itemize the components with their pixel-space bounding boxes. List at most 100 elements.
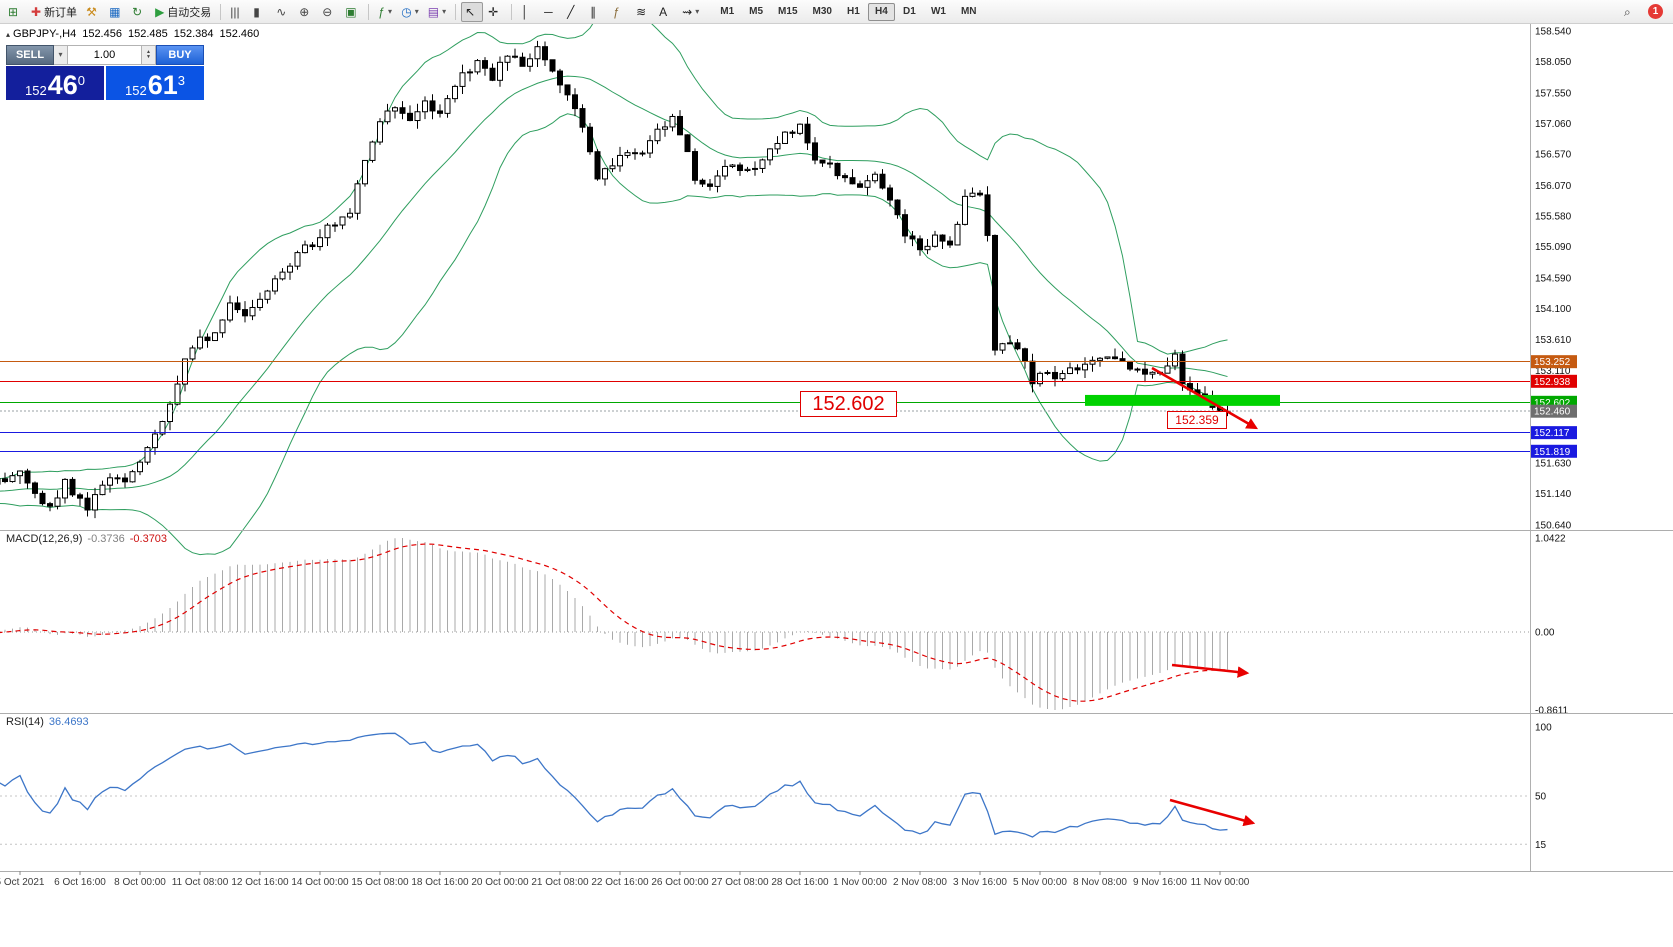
rsi-value: 36.4693 xyxy=(48,716,89,728)
refresh-button[interactable]: ↻ xyxy=(128,2,150,22)
auto-trading-button[interactable]: ▶ 自动交易 xyxy=(151,2,215,22)
new-chart-button[interactable]: ⊞ xyxy=(4,2,26,22)
price-axis[interactable]: 158.540 158.050 157.550 157.060 156.570 156.0… xyxy=(1530,24,1578,871)
svg-text:152.602: 152.602 xyxy=(1534,398,1571,409)
low-value: 152.384 xyxy=(173,28,214,40)
text-label-button[interactable]: A xyxy=(655,2,677,22)
vertical-line-icon: │ xyxy=(521,4,529,19)
main-toolbar: ⊞ ✚ 新订单 ⚒ ▦ ↻ ▶ 自动交易 ||| ▮ ∿ ⊕ ⊖ ▣ ƒ ▾ ◷ ▾ ▤ ▾ ↖ ✛ │ ─ ╱ ∥ ƒ ≋ A ⇝ ▾ xyxy=(4,1,703,22)
chart-candles-button[interactable]: ▮ xyxy=(249,2,271,22)
svg-text:26 Oct 00:00: 26 Oct 00:00 xyxy=(651,877,709,888)
timeframe-w1-button[interactable]: W1 xyxy=(924,3,953,21)
sell-price-prefix: 152 xyxy=(25,83,47,98)
trendline-button[interactable]: ╱ xyxy=(563,2,585,22)
svg-text:6 Oct 16:00: 6 Oct 16:00 xyxy=(54,877,106,888)
svg-text:0.00: 0.00 xyxy=(1535,628,1555,639)
tile-windows-button[interactable]: ▣ xyxy=(341,2,363,22)
svg-text:15: 15 xyxy=(1535,840,1547,851)
svg-text:3 Nov 16:00: 3 Nov 16:00 xyxy=(953,877,1007,888)
candles-layer xyxy=(0,40,1231,519)
strategy-tester-button[interactable]: ⚒ xyxy=(82,2,104,22)
svg-text:8 Oct 00:00: 8 Oct 00:00 xyxy=(114,877,166,888)
timeframe-h4-button[interactable]: H4 xyxy=(867,2,895,21)
cursor-button[interactable]: ↖ xyxy=(461,1,484,22)
timeframe-mn-button[interactable]: MN xyxy=(954,3,984,21)
periods-icon: ◷ xyxy=(401,4,412,19)
volume-stepper[interactable]: ▲ ▼ xyxy=(142,45,156,65)
crosshair-button[interactable]: ✛ xyxy=(484,2,506,22)
horizontal-levels[interactable] xyxy=(0,361,1530,452)
order-options-dropdown[interactable]: ▾ xyxy=(54,45,68,65)
panel-separators[interactable] xyxy=(0,530,1673,872)
sell-price-display[interactable]: 152 46 0 xyxy=(6,66,104,100)
periods-button[interactable]: ◷ ▾ xyxy=(397,2,423,22)
bollinger-bands xyxy=(0,24,1228,556)
chart-symbol-header: ▴ GBPJPY-,H4 152.456 152.485 152.384 152.460 xyxy=(6,28,259,40)
sell-button[interactable]: SELL xyxy=(6,45,54,65)
arrows-button[interactable]: ⇝ ▾ xyxy=(678,2,703,22)
timeframe-d1-button[interactable]: D1 xyxy=(896,3,923,21)
shapes-icon: ≋ xyxy=(636,4,647,19)
svg-text:22 Oct 16:00: 22 Oct 16:00 xyxy=(591,877,649,888)
collapse-chart-icon[interactable]: ▴ xyxy=(6,30,11,39)
equidistant-channel-button[interactable]: ∥ xyxy=(586,2,608,22)
new-order-button[interactable]: ✚ 新订单 xyxy=(27,2,81,22)
market-watch-button[interactable]: ▦ xyxy=(105,2,127,22)
toolbar-separator xyxy=(220,3,222,20)
rsi-indicator-label: RSI(14) 36.4693 xyxy=(6,716,89,728)
toolbar-separator xyxy=(368,3,370,20)
time-axis[interactable]: 5 Oct 2021 6 Oct 16:00 8 Oct 00:00 11 Oct 0… xyxy=(0,871,1250,888)
buy-button[interactable]: BUY xyxy=(156,45,204,65)
svg-text:153.252: 153.252 xyxy=(1534,357,1571,368)
chart-canvas[interactable]: 158.540 158.050 157.550 157.060 156.570 156.0… xyxy=(0,24,1673,947)
svg-text:21 Oct 08:00: 21 Oct 08:00 xyxy=(531,877,589,888)
svg-text:20 Oct 00:00: 20 Oct 00:00 xyxy=(471,877,529,888)
svg-text:156.070: 156.070 xyxy=(1535,181,1572,192)
svg-text:151.140: 151.140 xyxy=(1535,489,1572,500)
svg-text:9 Nov 16:00: 9 Nov 16:00 xyxy=(1133,877,1187,888)
rsi-name: RSI(14) xyxy=(6,716,44,728)
vertical-line-button[interactable]: │ xyxy=(517,2,539,22)
macd-main-value: -0.3736 xyxy=(87,533,125,545)
search-button[interactable]: ⌕ xyxy=(1620,2,1642,22)
indicators-button[interactable]: ƒ ▾ xyxy=(374,2,396,22)
chevron-down-icon: ▾ xyxy=(387,7,392,16)
templates-button[interactable]: ▤ ▾ xyxy=(424,2,450,22)
shapes-button[interactable]: ≋ xyxy=(632,2,654,22)
indicators-icon: ƒ xyxy=(378,4,385,19)
level-price-label[interactable]: 152.602 xyxy=(800,391,897,417)
svg-text:152.117: 152.117 xyxy=(1534,428,1570,439)
chart-line-button[interactable]: ∿ xyxy=(272,2,294,22)
timeframe-h1-button[interactable]: H1 xyxy=(840,3,867,21)
trend-arrows[interactable] xyxy=(1151,366,1259,827)
volume-input[interactable] xyxy=(68,45,142,65)
buy-price-display[interactable]: 152 61 3 xyxy=(106,66,204,100)
toolbar-right: ⌕ 1 xyxy=(1620,2,1669,22)
high-value: 152.485 xyxy=(127,28,168,40)
zoom-out-button[interactable]: ⊖ xyxy=(318,2,340,22)
chevron-down-icon: ▾ xyxy=(695,7,700,16)
timeframe-m1-button[interactable]: M1 xyxy=(713,3,741,21)
fibonacci-button[interactable]: ƒ xyxy=(609,2,631,22)
svg-text:27 Oct 08:00: 27 Oct 08:00 xyxy=(711,877,769,888)
chart-bars-icon: ||| xyxy=(230,4,240,19)
timeframe-m30-button[interactable]: M30 xyxy=(806,3,839,21)
notifications-badge[interactable]: 1 xyxy=(1648,4,1663,19)
chart-bars-button[interactable]: ||| xyxy=(226,2,248,22)
svg-text:152.460: 152.460 xyxy=(1534,407,1571,418)
svg-text:8 Nov 08:00: 8 Nov 08:00 xyxy=(1073,877,1127,888)
horizontal-line-button[interactable]: ─ xyxy=(540,2,562,22)
svg-text:12 Oct 16:00: 12 Oct 16:00 xyxy=(231,877,289,888)
timeframe-m5-button[interactable]: M5 xyxy=(742,3,770,21)
highlight-zone[interactable] xyxy=(1085,394,1280,406)
toolbar: ⊞ ✚ 新订单 ⚒ ▦ ↻ ▶ 自动交易 ||| ▮ ∿ ⊕ ⊖ ▣ ƒ ▾ ◷ ▾ ▤ ▾ ↖ ✛ │ ─ ╱ ∥ ƒ ≋ A ⇝ ▾ M… xyxy=(0,0,1673,24)
zoom-in-button[interactable]: ⊕ xyxy=(295,2,317,22)
timeframe-m15-button[interactable]: M15 xyxy=(771,3,804,21)
svg-text:11 Oct 08:00: 11 Oct 08:00 xyxy=(172,877,229,888)
svg-text:155.090: 155.090 xyxy=(1535,242,1572,253)
fibonacci-icon: ƒ xyxy=(613,4,620,19)
low-price-label[interactable]: 152.359 xyxy=(1167,411,1227,429)
svg-text:50: 50 xyxy=(1535,792,1547,803)
macd-indicator-label: MACD(12,26,9) -0.3736 -0.3703 xyxy=(6,533,167,545)
timeframe-toolbar: M1 M5 M15 M30 H1 H4 D1 W1 MN xyxy=(713,2,984,21)
